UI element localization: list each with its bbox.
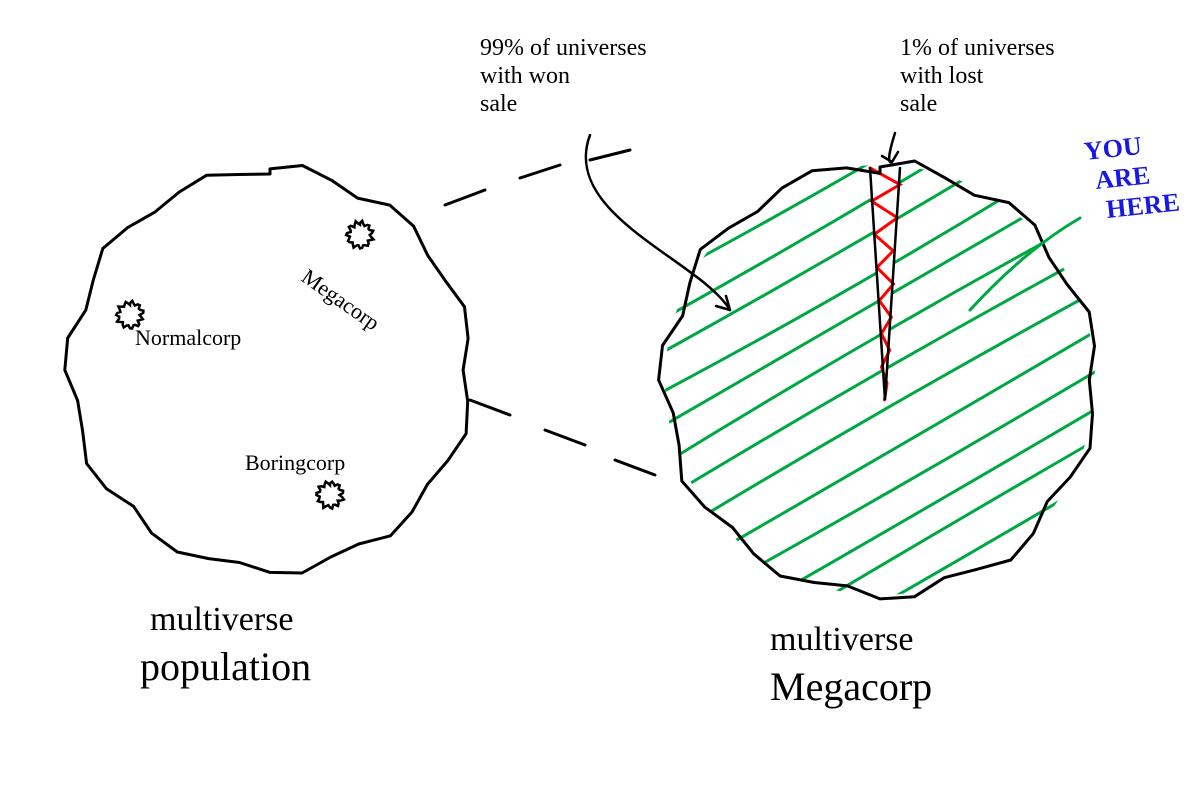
- right-caption-line2: Megacorp: [770, 664, 932, 709]
- dash: [445, 190, 485, 205]
- population-label: Normalcorp: [135, 325, 241, 350]
- lost-annotation: sale: [900, 91, 937, 117]
- left-caption-line1: multiverse: [150, 601, 294, 638]
- won-hatch: [622, 346, 1138, 641]
- dash: [520, 165, 560, 178]
- right-caption-line1: multiverse: [770, 621, 914, 658]
- dash: [545, 430, 585, 445]
- dash: [590, 150, 630, 160]
- you-are-here-pointer: [970, 218, 1080, 310]
- dash: [615, 460, 655, 475]
- you-are-here: YOU: [1083, 131, 1144, 166]
- won-arrow: [586, 135, 730, 310]
- lost-annotation: 1% of universes: [900, 35, 1055, 61]
- dash: [470, 400, 510, 415]
- left-caption-line2: population: [140, 644, 311, 689]
- lost-annotation: with lost: [900, 63, 984, 89]
- population-label: Megacorp: [297, 264, 384, 336]
- won-hatch: [622, 0, 1138, 191]
- projection-dashes: [445, 150, 655, 475]
- won-annotation: sale: [480, 91, 517, 117]
- left-diagram: Megacorp Normalcorp Boringcorp multiverse po…: [65, 166, 468, 690]
- won-annotation: 99% of universes: [480, 35, 647, 61]
- population-dot: [316, 482, 344, 509]
- population-dot: [346, 221, 373, 249]
- won-hatch: [622, 306, 1138, 606]
- won-annotation: with won: [480, 63, 570, 89]
- left-circle: [65, 166, 468, 574]
- population-label: Boringcorp: [245, 450, 345, 475]
- right-diagram: multiverse Megacorp: [622, 0, 1138, 800]
- you-are-here: ARE: [1094, 160, 1152, 195]
